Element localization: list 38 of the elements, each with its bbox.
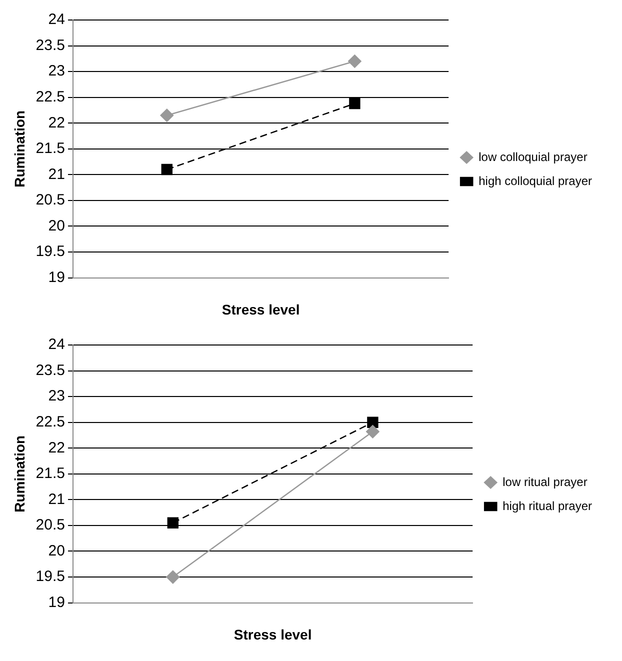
point	[160, 108, 174, 122]
y-axis-title: Rumination	[11, 435, 28, 512]
y-tick-label: 23	[48, 62, 65, 80]
y-tick-label: 20.5	[36, 192, 65, 209]
y-tick-label: 21.5	[36, 465, 65, 482]
y-tick-label: 19	[48, 594, 65, 611]
point	[166, 570, 180, 584]
point	[348, 54, 362, 68]
y-tick-label: 20.5	[36, 516, 65, 534]
x-axis-title: Stress level	[222, 301, 300, 318]
y-tick-label: 19	[48, 268, 65, 286]
legend-label: high ritual prayer	[502, 498, 592, 513]
y-tick-label: 20	[48, 542, 65, 560]
y-tick-label: 23.5	[36, 362, 65, 379]
y-tick-label: 19.5	[36, 243, 65, 260]
y-tick-label: 22.5	[36, 88, 65, 106]
point	[366, 424, 380, 438]
legend-label: low colloquial prayer	[478, 150, 588, 164]
y-tick-label: 21.5	[36, 140, 65, 158]
y-tick-label: 23.5	[36, 36, 65, 54]
y-tick-label: 22	[48, 114, 65, 132]
y-tick-label: 21	[48, 166, 65, 183]
legend-label: low ritual prayer	[502, 474, 588, 489]
y-tick-label: 19.5	[36, 568, 65, 586]
point	[367, 416, 378, 428]
x-axis-title: Stress level	[234, 626, 312, 642]
y-tick-label: 22.5	[36, 413, 65, 430]
point	[349, 98, 360, 110]
y-axis-title: Rumination	[11, 110, 28, 188]
point	[161, 164, 172, 176]
y-tick-label: 24	[48, 336, 65, 354]
y-tick-label: 20	[48, 217, 65, 234]
y-tick-label: 23	[48, 388, 65, 405]
legend-label: high colloquial prayer	[478, 174, 592, 188]
y-tick-label: 21	[48, 490, 65, 508]
y-tick-label: 24	[48, 11, 65, 28]
point	[167, 517, 178, 528]
y-tick-label: 22	[48, 439, 65, 456]
